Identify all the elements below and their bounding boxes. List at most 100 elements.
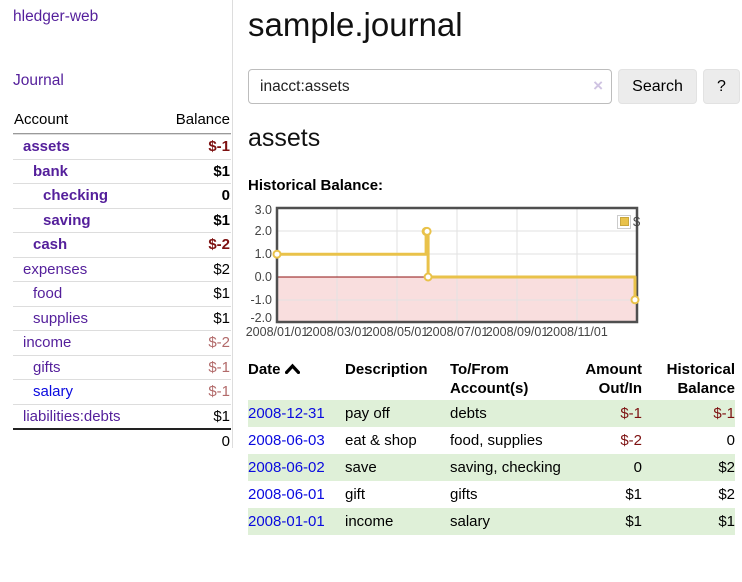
register-header: Date Description To/From Account(s) Amou…: [248, 358, 735, 400]
account-link-supplies[interactable]: supplies: [33, 309, 89, 327]
sidebar: hledger-web Journal Account Balance asse…: [0, 0, 233, 450]
account-row-cash: cash $-2: [13, 232, 231, 257]
transaction-amount: $-1: [620, 405, 642, 422]
x-tick: 2008/03/01: [305, 325, 369, 339]
account-link-food[interactable]: food: [33, 285, 63, 302]
help-button[interactable]: ?: [703, 69, 740, 104]
balance-column-header: Historical Balance: [666, 361, 735, 397]
search-box: ×: [248, 69, 612, 104]
account-link-checking[interactable]: checking: [43, 187, 109, 204]
x-tick: 2008/11/01: [546, 325, 608, 339]
transaction-description: income: [345, 513, 394, 530]
account-link-salary[interactable]: salary: [33, 383, 74, 400]
transaction-balance: $2: [718, 486, 735, 503]
account-row-checking: checking 0: [13, 183, 231, 208]
balance-column-header: Balance: [175, 111, 230, 128]
transaction-row: 2008-06-01 gift gifts $1 $2: [248, 481, 735, 508]
account-link-gifts[interactable]: gifts: [33, 358, 61, 376]
account-balance: $-2: [208, 236, 230, 253]
search-input[interactable]: [248, 69, 612, 104]
account-row-expenses: expenses $2: [13, 256, 231, 282]
account-balance: $1: [213, 407, 230, 425]
app-title-link[interactable]: hledger-web: [13, 8, 99, 25]
transaction-row: 2008-01-01 income salary $1 $1: [248, 508, 735, 535]
account-balance: 0: [221, 187, 230, 204]
chart-legend: $: [617, 214, 640, 229]
account-row-saving: saving $1: [13, 207, 231, 233]
transaction-date-link[interactable]: 2008-06-03: [248, 432, 325, 449]
account-link-expenses[interactable]: expenses: [23, 260, 88, 278]
transaction-description: pay off: [345, 405, 390, 422]
transaction-date-link[interactable]: 2008-06-01: [248, 486, 325, 503]
account-link-income[interactable]: income: [23, 334, 72, 351]
account-row-assets: assets $-1: [13, 134, 231, 159]
legend-label: $: [633, 214, 641, 229]
transaction-date-link[interactable]: 2008-06-02: [248, 459, 325, 476]
account-heading: assets: [248, 124, 321, 152]
account-row-income: income $-2: [13, 330, 231, 355]
account-link-liabilities-debts[interactable]: liabilities:debts: [23, 407, 121, 425]
search-form: × Search ?: [248, 69, 742, 104]
transaction-description: gift: [345, 486, 366, 503]
transaction-balance: $2: [718, 459, 735, 476]
date-header-label: Date: [248, 361, 281, 378]
account-link-saving[interactable]: saving: [43, 211, 91, 229]
account-link-assets[interactable]: assets: [23, 138, 70, 155]
y-tick: -2.0: [250, 311, 272, 325]
transaction-row: 2008-06-03 eat & shop food, supplies $-2…: [248, 427, 735, 454]
account-balance: $-1: [208, 358, 230, 376]
search-button[interactable]: Search: [618, 69, 697, 104]
transaction-row: 2008-12-31 pay off debts $-1 $-1: [248, 400, 735, 427]
description-column-header: Description: [345, 361, 428, 378]
account-link-cash[interactable]: cash: [33, 236, 68, 253]
balance-total-row: 0: [13, 428, 231, 454]
y-tick: 0.0: [254, 270, 272, 284]
sidebar-item-journal[interactable]: Journal: [13, 72, 64, 89]
x-tick: 2008/09/01: [485, 325, 549, 339]
transaction-balance: 0: [726, 432, 735, 449]
chart-canvas: [272, 206, 640, 324]
account-table-header: Account Balance: [13, 108, 231, 134]
account-row-bank: bank $1: [13, 158, 231, 184]
clear-search-icon[interactable]: ×: [593, 76, 603, 95]
page-title: sample.journal: [248, 6, 463, 43]
y-tick: -1.0: [250, 293, 272, 307]
account-column-header: Account: [14, 111, 69, 128]
transaction-accounts: salary: [450, 513, 491, 530]
register-body: 2008-12-31 pay off debts $-1 $-1 2008-06…: [248, 400, 735, 535]
transaction-balance: $1: [718, 513, 735, 530]
transaction-accounts: saving, checking: [450, 459, 561, 476]
account-balance: $-1: [208, 138, 230, 155]
balance-total: 0: [221, 433, 230, 450]
plot-border: [275, 206, 639, 324]
transaction-amount: $1: [625, 513, 642, 530]
account-balance: $1: [213, 162, 230, 180]
transaction-date-link[interactable]: 2008-12-31: [248, 405, 325, 422]
sort-ascending-icon: [284, 360, 300, 379]
transaction-description: save: [345, 459, 377, 476]
transaction-description: eat & shop: [345, 432, 417, 449]
account-balance: $1: [213, 285, 230, 302]
account-row-liabilities-debts: liabilities:debts $1: [13, 403, 231, 429]
y-tick: 1.0: [254, 247, 272, 261]
y-tick: 2.0: [254, 224, 272, 238]
date-column-header[interactable]: Date: [248, 358, 345, 381]
register-table: Date Description To/From Account(s) Amou…: [248, 358, 735, 535]
transaction-accounts: debts: [450, 405, 487, 422]
transaction-amount: $-2: [620, 432, 642, 449]
account-row-salary: salary $-1: [13, 379, 231, 404]
chart-title: Historical Balance:: [248, 177, 384, 194]
account-balance: $2: [213, 260, 230, 278]
transaction-accounts: gifts: [450, 486, 478, 503]
transaction-accounts: food, supplies: [450, 432, 543, 449]
transaction-amount: 0: [633, 459, 642, 476]
account-row-food: food $1: [13, 281, 231, 306]
balance-series-points: [272, 226, 640, 305]
transaction-date-link[interactable]: 2008-01-01: [248, 513, 325, 530]
account-link-bank[interactable]: bank: [33, 162, 69, 180]
account-row-supplies: supplies $1: [13, 305, 231, 331]
transaction-balance: $-1: [713, 405, 735, 422]
x-tick: 2008/01/01: [245, 325, 309, 339]
amount-column-header: Amount Out/In: [585, 361, 642, 397]
transaction-row: 2008-06-02 save saving, checking 0 $2: [248, 454, 735, 481]
